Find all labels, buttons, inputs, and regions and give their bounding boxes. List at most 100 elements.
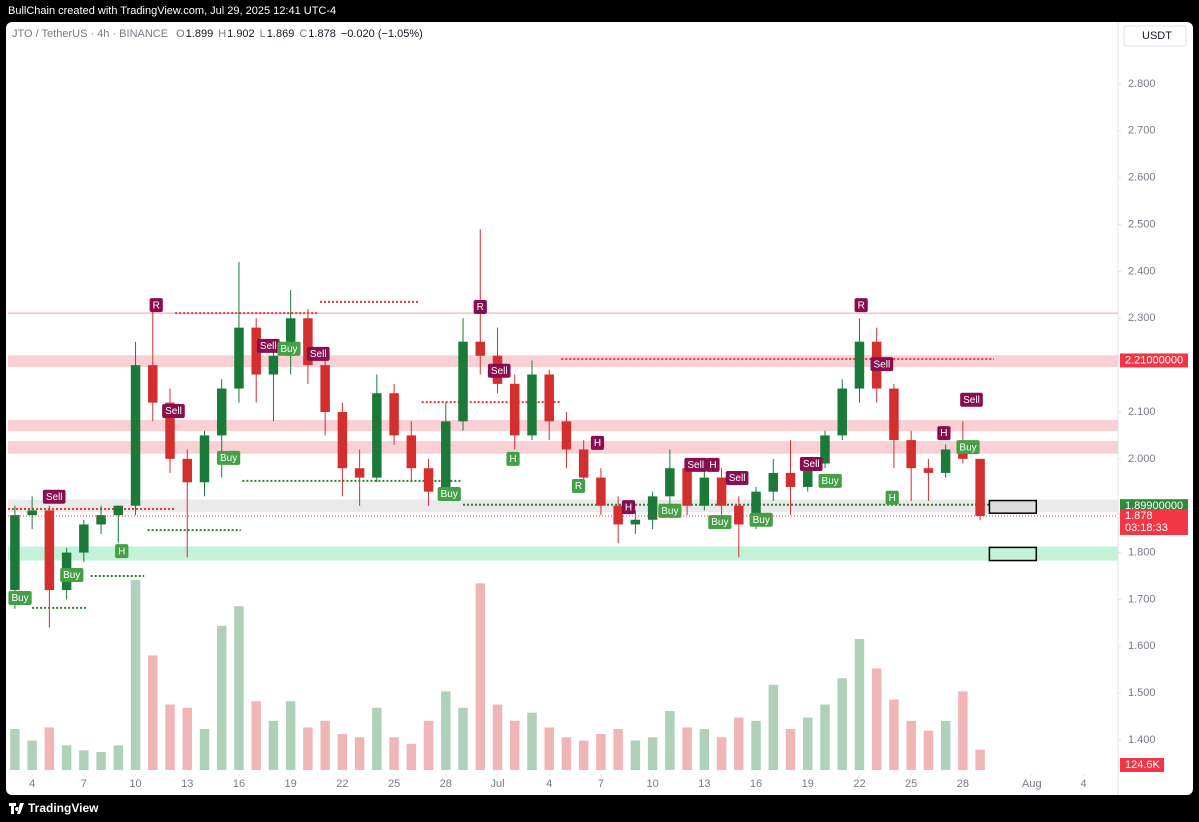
volume-bar [871, 668, 882, 770]
ohlc-value: 1.878 [308, 28, 336, 40]
x-tick-label: 19 [802, 778, 814, 790]
volume-bar [682, 727, 692, 770]
signal-label: Sell [687, 460, 704, 471]
candle-body [79, 524, 89, 553]
volume-bar [527, 712, 537, 770]
signal: Buy [8, 591, 32, 606]
candle-body [320, 365, 330, 412]
candle-body [578, 449, 589, 478]
signal-box [60, 568, 84, 583]
candle-body [285, 318, 296, 356]
candle-body [234, 327, 244, 389]
signal: H [115, 544, 129, 559]
signal-box [590, 435, 605, 450]
signal-box [8, 591, 32, 606]
signal-label: Buy [711, 517, 728, 528]
x-tick-label: 4 [546, 778, 552, 790]
price-label: 1.878 [1125, 510, 1153, 522]
signal: Buy [277, 341, 301, 356]
volume-bar [320, 720, 330, 770]
signal-label: Buy [11, 593, 28, 604]
candle-body [596, 477, 606, 506]
signal: Sell [487, 363, 511, 378]
candle-body [837, 388, 847, 436]
candle-body [613, 505, 623, 525]
signal: H [706, 457, 720, 472]
change: −0.020 (−1.05%) [341, 28, 423, 40]
price-label-box [1120, 509, 1188, 536]
currency: USDT [1142, 30, 1172, 42]
candle-body [10, 515, 20, 591]
signal: R [571, 479, 586, 494]
signal-label: Sell [491, 366, 508, 377]
candle-body [820, 435, 830, 464]
signal-label: H [118, 546, 125, 557]
candle-body [751, 491, 761, 525]
price-label: 2.21000000 [1125, 354, 1183, 366]
volume-bar [785, 729, 796, 770]
signal-label: Buy [280, 344, 297, 355]
signal-label: R [153, 300, 160, 311]
signal-box [725, 471, 749, 486]
y-tick-label: 1.800 [1128, 546, 1156, 558]
volume-label: 124.6K [1125, 759, 1161, 771]
y-tick-label: 2.600 [1128, 172, 1156, 184]
signal-box [42, 489, 66, 504]
volume-bar [854, 638, 865, 770]
volume-bar [423, 720, 434, 770]
volume-bar [182, 707, 192, 770]
candle-body [268, 355, 279, 375]
signal-label: H [940, 428, 947, 439]
signal-box [506, 451, 520, 466]
signal: Buy [956, 440, 980, 455]
volume-bar [285, 701, 296, 770]
signal: H [506, 451, 520, 466]
volume-bar [596, 733, 606, 770]
signal: Sell [256, 338, 280, 353]
brand-logo [9, 803, 24, 814]
x-tick-label: 16 [750, 778, 762, 790]
y-tick-label: 2.700 [1128, 125, 1156, 137]
signal-label: Sell [310, 349, 327, 360]
countdown: 03:18:33 [1125, 522, 1168, 534]
plot: 2.800 2.700 2.600 2.500 2.400 2.300 2.100 2.000… [8, 78, 1188, 790]
candle-body [958, 449, 968, 459]
volume-bar [751, 720, 761, 770]
candle-body [682, 468, 692, 506]
ohlc-label: H [218, 28, 226, 40]
candle-body [441, 421, 451, 492]
signal-box [956, 440, 980, 455]
signal: Sell [306, 346, 330, 361]
x-tick-label: 28 [957, 778, 969, 790]
volume-bar [613, 729, 623, 770]
candle-body [854, 341, 865, 389]
zone [8, 355, 1118, 367]
candle-body [803, 463, 813, 487]
candle-body [44, 510, 55, 591]
x-tick-label: 4 [1080, 778, 1086, 790]
y-tick-label: 1.400 [1128, 734, 1156, 746]
ohlc-label: O [176, 28, 185, 40]
volume-bar [509, 720, 520, 770]
candle-body [389, 393, 399, 436]
signal-box [854, 298, 868, 313]
ohlc-label: L [260, 28, 266, 40]
signal: Sell [42, 489, 66, 504]
signal-label: Sell [46, 492, 63, 503]
x-tick-label: 22 [336, 778, 348, 790]
volume-bar [165, 704, 175, 770]
candle-body [734, 505, 744, 525]
y-tick-label: 1.700 [1128, 593, 1156, 605]
brand: TradingView [28, 801, 99, 815]
signal-label: H [889, 493, 896, 504]
volume-bar [234, 606, 244, 770]
signal-label: Buy [822, 476, 839, 487]
ohlc-value: 1.902 [227, 28, 255, 40]
signal: Buy [818, 473, 842, 488]
volume-bar [803, 717, 813, 770]
volume-bar [699, 729, 710, 770]
candle-body [475, 341, 486, 356]
x-tick-label: 25 [388, 778, 400, 790]
volume-bar [216, 625, 227, 770]
signal-label: Buy [753, 515, 770, 526]
